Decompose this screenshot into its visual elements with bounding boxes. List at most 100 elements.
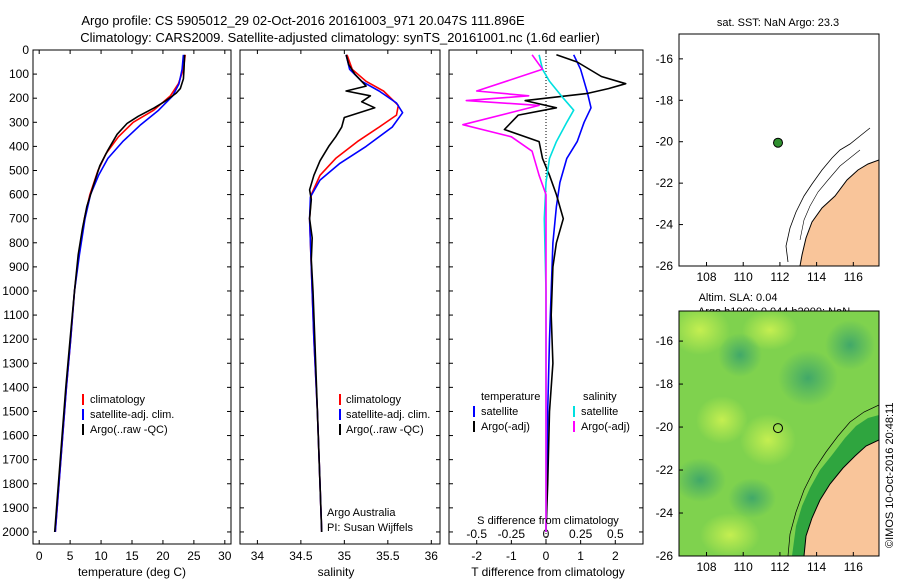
depth-tick-label: 300 xyxy=(9,115,29,129)
legend-label-argo: Argo(..raw -QC) xyxy=(90,424,168,436)
sst-map-frame xyxy=(678,33,880,267)
x-tick-label: 34 xyxy=(251,549,265,563)
sst-map-title: sat. SST: NaN Argo: 23.3 xyxy=(717,17,839,29)
lon-tick-label: 116 xyxy=(844,560,863,574)
depth-tick-label: 1500 xyxy=(2,404,29,418)
depth-tick-label: 900 xyxy=(9,260,29,274)
depth-tick-label: 700 xyxy=(9,212,29,226)
series-line-argo-raw-qc- xyxy=(53,54,186,533)
salinity-panel: 34 34.5 35 35.5 36 salinity climatology sate… xyxy=(239,49,441,579)
x-tick-label: 34.5 xyxy=(289,549,313,563)
argo-float-marker xyxy=(773,423,784,434)
depth-tick-label: 2000 xyxy=(2,525,29,539)
x-tick-label: 20 xyxy=(156,549,170,563)
depth-tick-label: 200 xyxy=(9,91,29,105)
difference-legend: temperature satellite Argo(-adj) salinit… xyxy=(473,391,630,433)
x-tick-label: -2 xyxy=(471,549,482,563)
depth-tick-label: 1700 xyxy=(2,453,29,467)
legend-label-climatology: climatology xyxy=(90,394,146,406)
lat-tick-label: -20 xyxy=(656,135,674,149)
salinity-legend: climatology satellite-adj. clim. Argo(..… xyxy=(339,394,430,436)
x-tick-label: 36 xyxy=(425,549,439,563)
depth-tick-label: 800 xyxy=(9,236,29,250)
legend-label-satellite: satellite-adj. clim. xyxy=(346,409,430,421)
x-tick-label: 30 xyxy=(218,549,232,563)
depth-tick-label: 100 xyxy=(9,67,29,81)
salinity-axes-frame xyxy=(239,49,441,545)
sst-map: sat. SST: NaN Argo: 23.3 108 110 112 114 116… xyxy=(656,17,880,284)
lon-tick-label: 110 xyxy=(734,270,753,284)
sla-low-blob xyxy=(825,320,875,370)
depth-tick-label: 1100 xyxy=(3,308,29,322)
x-tick-label: 10 xyxy=(94,549,108,563)
difference-series xyxy=(462,54,627,533)
figure-title-line2: Climatology: CARS2009. Satellite-adjuste… xyxy=(80,30,600,45)
series-line-argo-raw-qc- xyxy=(308,54,376,533)
series-line-climatology xyxy=(308,54,400,533)
lat-tick-label: -22 xyxy=(656,463,674,477)
depth-tick-label: 0 xyxy=(22,43,29,57)
lat-tick-label: -22 xyxy=(656,176,674,190)
temperature-legend: climatology satellite-adj. clim. Argo(..… xyxy=(82,394,174,436)
lat-tick-label: -24 xyxy=(656,506,674,520)
x-tick-label: -1 xyxy=(506,549,517,563)
depth-axis-ticks: 0 100 200 300 400 500 600 700 800 900 1000 1100 1200… xyxy=(2,43,231,539)
temperature-series xyxy=(53,54,186,533)
series-line-satellite-adj-clim- xyxy=(308,54,404,533)
series-line-salinity-satellite xyxy=(538,54,575,532)
depth-tick-label: 1300 xyxy=(2,356,29,370)
depth-tick-label: 1600 xyxy=(2,429,29,443)
legend-heading-salinity: salinity xyxy=(583,391,617,403)
x-tick-label-top: 0.25 xyxy=(569,527,593,541)
shelf-contour xyxy=(799,149,861,241)
annotation-institution: Argo Australia xyxy=(327,507,396,519)
series-line-temperature-satellite xyxy=(545,54,592,533)
annotation-pi: PI: Susan Wijffels xyxy=(327,522,413,534)
difference-top-label: S difference from climatology xyxy=(477,515,619,527)
salinity-x-label: salinity xyxy=(318,565,355,579)
sla-low-blob xyxy=(728,478,776,518)
legend-label-temp-satellite: satellite xyxy=(481,406,518,418)
lat-tick-label: -26 xyxy=(656,549,674,563)
temperature-x-ticks: 0 5 10 15 20 25 30 xyxy=(36,50,232,563)
x-tick-label: 0 xyxy=(543,549,550,563)
depth-tick-label: 1900 xyxy=(2,501,29,515)
lon-tick-label: 108 xyxy=(697,270,717,284)
lat-tick-label: -20 xyxy=(656,420,674,434)
depth-tick-label: 500 xyxy=(9,163,29,177)
depth-tick-label: 1400 xyxy=(2,380,29,394)
lat-tick-label: -18 xyxy=(656,377,674,391)
figure-title-line1: Argo profile: CS 5905012_29 02-Oct-2016 … xyxy=(81,13,525,28)
legend-label-satellite: satellite-adj. clim. xyxy=(90,409,174,421)
sla-high-blob xyxy=(679,311,730,355)
salinity-x-ticks: 34 34.5 35 35.5 36 xyxy=(251,50,439,563)
difference-depth-ticks xyxy=(449,49,643,533)
legend-label-climatology: climatology xyxy=(346,394,402,406)
x-tick-label: 1 xyxy=(577,549,584,563)
lon-tick-label: 116 xyxy=(844,270,863,284)
lat-tick-label: -16 xyxy=(656,52,674,66)
x-tick-label: 15 xyxy=(125,549,139,563)
lon-tick-label: 114 xyxy=(807,560,826,574)
legend-heading-temperature: temperature xyxy=(481,391,540,403)
imos-credit: ©IMOS 10-Oct-2016 20:48:11 xyxy=(884,403,896,548)
legend-label-argo: Argo(..raw -QC) xyxy=(346,424,424,436)
argo-float-marker xyxy=(773,137,784,148)
lon-tick-label: 112 xyxy=(770,560,789,574)
sla-high-blob xyxy=(740,414,796,466)
x-tick-label-top: 0.5 xyxy=(607,527,624,541)
lat-tick-label: -18 xyxy=(656,93,674,107)
depth-tick-label: 1800 xyxy=(2,477,29,491)
x-tick-label-top: -0.25 xyxy=(498,527,526,541)
x-tick-label: 0 xyxy=(36,549,43,563)
australia-coast-land xyxy=(803,439,879,556)
difference-x-label: T difference from climatology xyxy=(471,565,625,579)
sla-map-title-line1: Altim. SLA: 0.04 xyxy=(699,292,778,304)
lat-tick-label: -24 xyxy=(656,218,674,232)
sla-high-blob xyxy=(700,513,760,556)
legend-label-sal-satellite: satellite xyxy=(581,406,618,418)
sst-map-ticks: 108 110 112 114 116 -16 -18 -20 -22 -24 -26 xyxy=(656,52,864,284)
sla-low-blob xyxy=(778,350,838,406)
series-line-salinity-argo-adj- xyxy=(462,54,547,532)
